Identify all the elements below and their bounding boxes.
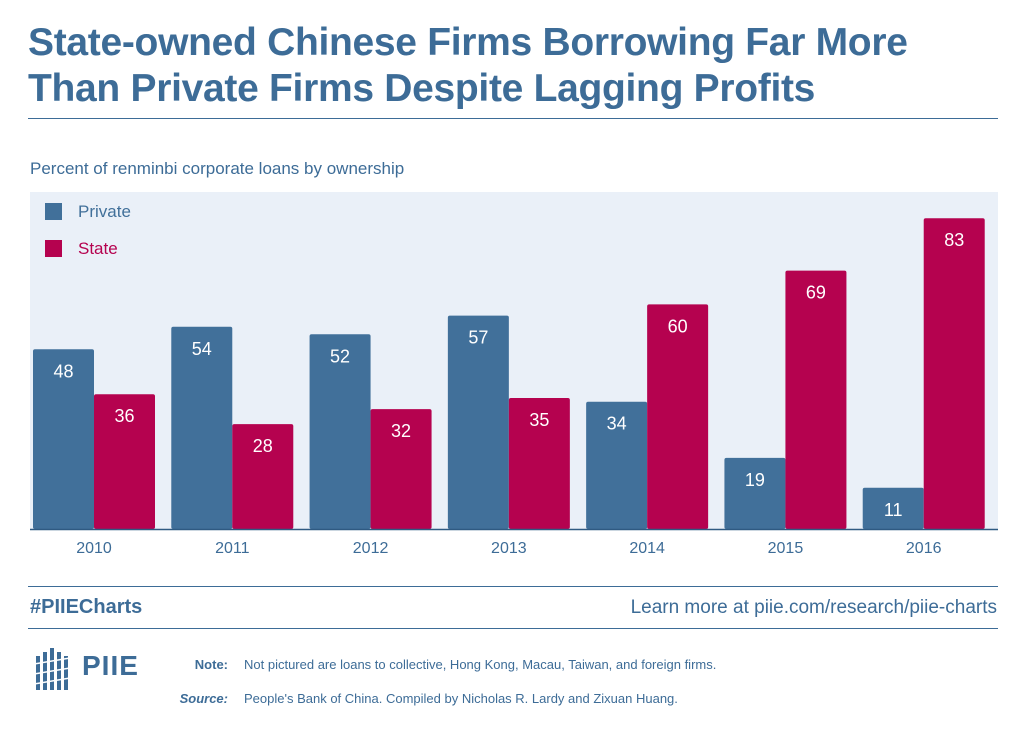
bar-state-2013 <box>508 397 570 529</box>
bar-state-2010 <box>94 394 155 529</box>
data-label-private-2014: 34 <box>607 414 627 434</box>
title-divider <box>28 118 998 119</box>
x-tick-label-2011: 2011 <box>215 540 250 557</box>
footer-bottom-divider <box>28 628 998 629</box>
bar-private-2015 <box>724 457 786 529</box>
data-label-private-2016: 11 <box>884 500 903 520</box>
bar-state-2015 <box>785 270 847 529</box>
legend-label-private: Private <box>78 202 131 221</box>
data-label-state-2016: 83 <box>944 230 964 250</box>
footer-top-divider <box>28 586 998 587</box>
data-label-private-2010: 48 <box>53 361 73 381</box>
chart-title: State-owned Chinese Firms Borrowing Far … <box>28 21 908 110</box>
x-tick-label-2013: 2013 <box>491 540 527 557</box>
legend-label-state: State <box>78 239 118 258</box>
x-tick-label-2016: 2016 <box>906 540 942 557</box>
data-label-private-2011: 54 <box>192 339 212 359</box>
note-label: Note: <box>194 657 228 672</box>
bar-state-2014 <box>647 304 709 529</box>
x-tick-label-2012: 2012 <box>353 540 389 557</box>
legend-swatch-private <box>45 203 62 220</box>
data-label-state-2015: 69 <box>806 283 826 303</box>
x-tick-label-2010: 2010 <box>76 540 112 557</box>
data-label-state-2011: 28 <box>253 436 273 456</box>
data-label-private-2015: 19 <box>745 470 765 490</box>
data-label-state-2013: 35 <box>529 410 549 430</box>
source-label: Source: <box>179 691 228 706</box>
bar-state-2011 <box>232 424 294 529</box>
bar-chart: 48 36 2010 54 28 2011 52 32 2012 57 35 2013 34 60 2014… <box>30 192 998 557</box>
hashtag-label: #PIIECharts <box>30 596 143 618</box>
x-tick-label-2015: 2015 <box>768 540 804 557</box>
legend-swatch-state <box>45 240 62 257</box>
data-label-state-2010: 36 <box>114 406 134 426</box>
bar-private-2016 <box>862 487 924 529</box>
data-label-private-2013: 57 <box>468 328 488 348</box>
bar-private-2010 <box>33 349 94 529</box>
bar-private-2013 <box>447 315 509 529</box>
bar-private-2014 <box>586 401 648 529</box>
chart-subtitle: Percent of renminbi corporate loans by o… <box>30 159 405 178</box>
bar-private-2012 <box>309 334 371 529</box>
bar-private-2011 <box>171 326 233 529</box>
note-text: Not pictured are loans to collective, Ho… <box>244 657 717 672</box>
data-label-state-2014: 60 <box>668 316 688 336</box>
source-text: People's Bank of China. Compiled by Nich… <box>244 691 678 706</box>
data-label-private-2012: 52 <box>330 346 350 366</box>
learn-more-link[interactable]: Learn more at piie.com/research/piie-cha… <box>630 597 997 618</box>
x-tick-label-2014: 2014 <box>629 540 665 557</box>
bar-state-2012 <box>370 409 432 529</box>
data-label-state-2012: 32 <box>391 421 411 441</box>
piie-logo-icon <box>34 648 71 690</box>
bar-state-2016 <box>923 218 985 529</box>
piie-logo-text: PIIE <box>82 650 139 681</box>
